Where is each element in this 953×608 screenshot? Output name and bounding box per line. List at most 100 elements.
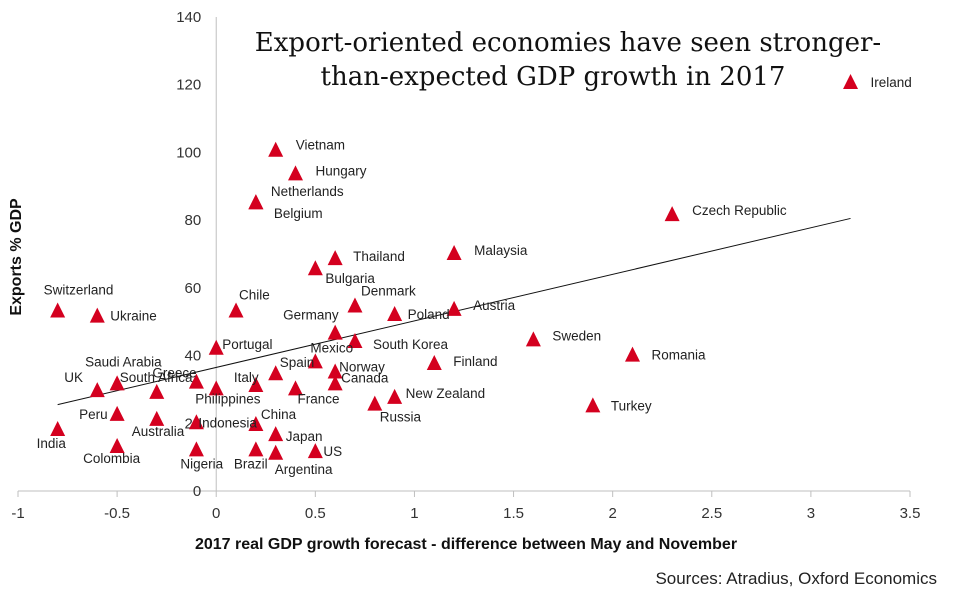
x-tick-label: 1.5 [503, 505, 524, 522]
point-marker-poland [387, 305, 403, 321]
point-marker-norway [327, 363, 343, 379]
point-label-south-korea: South Korea [373, 337, 449, 352]
x-tick-label: 2.5 [701, 505, 722, 522]
point-label-chile: Chile [239, 288, 270, 303]
y-tick-label: 0 [193, 483, 201, 500]
point-marker-canada [327, 375, 343, 391]
point-marker-argentina [268, 444, 284, 460]
x-tick-label: 0 [212, 505, 220, 522]
point-label-poland: Poland [408, 307, 450, 322]
y-tick-label: 120 [176, 77, 201, 94]
x-tick-label: 3.5 [900, 505, 921, 522]
point-marker-australia [149, 410, 165, 426]
point-label-south-africa: South Africa [120, 370, 193, 385]
point-marker-portugal [208, 339, 224, 355]
point-label-thailand: Thailand [353, 249, 405, 264]
point-label-italy: Italy [234, 370, 259, 385]
point-label-ukraine: Ukraine [110, 309, 157, 324]
point-label-denmark: Denmark [361, 283, 416, 298]
point-label-australia: Australia [132, 424, 185, 439]
axes [18, 17, 910, 492]
point-marker-new-zealand [387, 388, 403, 404]
point-marker-india [50, 421, 66, 437]
point-label-philippines: Philippines [195, 391, 261, 406]
chart-title-line-1: Export-oriented economies have seen stro… [255, 28, 881, 58]
chart-title-line-2: than-expected GDP growth in 2017 [321, 62, 786, 92]
point-marker-uk [89, 382, 105, 398]
point-label-bulgaria: Bulgaria [325, 271, 375, 286]
y-axis-title: Exports % GDP [8, 198, 25, 316]
point-label-argentina: Argentina [275, 462, 333, 477]
point-marker-sweden [525, 331, 541, 347]
x-tick-label: 3 [807, 505, 815, 522]
point-marker-romania [624, 346, 640, 362]
point-label-mexico: Mexico [310, 340, 353, 355]
point-marker-japan [268, 426, 284, 442]
point-marker-south-korea [347, 333, 363, 349]
point-label-romania: Romania [651, 348, 706, 363]
point-marker-philippines [208, 380, 224, 396]
point-label-vietnam: Vietnam [296, 138, 345, 153]
point-marker-bulgaria [307, 260, 323, 276]
point-marker-czech-republic [664, 206, 680, 222]
x-tick-label: 1 [410, 505, 418, 522]
point-label-us: US [323, 444, 342, 459]
y-tick-label: 100 [176, 144, 201, 161]
y-tick-label: 60 [185, 280, 202, 297]
point-marker-mexico [307, 353, 323, 369]
point-marker-south-africa [149, 383, 165, 399]
point-label-france: France [298, 391, 340, 406]
point-marker-indonesia [188, 414, 204, 430]
point-marker-peru [109, 405, 125, 421]
point-label-brazil: Brazil [234, 456, 268, 471]
source-note: Sources: Atradius, Oxford Economics [655, 569, 937, 588]
point-marker-turkey [585, 397, 601, 413]
point-label-spain: Spain [280, 355, 315, 370]
point-marker-malaysia [446, 245, 462, 260]
point-label-new-zealand: New Zealand [406, 386, 486, 401]
point-marker-chile [228, 302, 244, 318]
point-marker-vietnam [268, 141, 284, 157]
point-label-austria: Austria [473, 298, 516, 313]
data-labels: Ireland Vietnam Hungary Netherlands Belgium C… [37, 75, 912, 477]
point-label-norway: Norway [339, 360, 385, 375]
y-tick-label: 40 [185, 348, 202, 365]
x-tick-label: 2 [608, 505, 616, 522]
point-marker-spain [268, 365, 284, 381]
x-tick-label: -0.5 [104, 505, 130, 522]
point-marker-hungary [288, 165, 304, 181]
point-label-saudi-arabia: Saudi Arabia [85, 354, 162, 369]
point-marker-brazil [248, 441, 264, 457]
point-marker-colombia [109, 437, 125, 453]
point-label-portugal: Portugal [222, 337, 272, 352]
point-marker-greece [188, 373, 204, 389]
point-marker-germany [327, 324, 343, 340]
point-marker-us [307, 443, 323, 459]
point-label-czech-republic: Czech Republic [692, 203, 787, 218]
point-label-malaysia: Malaysia [474, 243, 528, 258]
point-marker-denmark [347, 297, 363, 313]
y-tick-label: 80 [185, 212, 202, 229]
point-marker-thailand [327, 250, 343, 266]
point-label-india: India [37, 436, 67, 451]
point-label-turkey: Turkey [611, 398, 652, 413]
point-label-belgium: Belgium [274, 206, 323, 221]
point-marker-nigeria [188, 441, 204, 457]
point-marker-italy [248, 377, 264, 393]
point-label-canada: Canada [341, 370, 389, 385]
x-axis-ticks: -1 -0.5 0 0.5 1 1.5 2 2.5 3 3.5 [11, 491, 920, 522]
point-label-sweden: Sweden [552, 328, 601, 343]
point-marker-saudi-arabia [109, 375, 125, 391]
point-label-indonesia: Indonesia [198, 415, 257, 430]
point-label-uk: UK [64, 370, 83, 385]
y-tick-label: 140 [176, 9, 201, 26]
y-axis-ticks: 020406080100120140 [176, 9, 201, 500]
point-marker-china [248, 415, 264, 431]
point-label-ireland: Ireland [871, 75, 912, 90]
point-marker-russia [367, 395, 383, 411]
point-label-peru: Peru [79, 407, 108, 422]
point-label-greece: Greece [152, 366, 196, 381]
point-label-colombia: Colombia [83, 451, 141, 466]
point-marker-ukraine [89, 307, 105, 323]
